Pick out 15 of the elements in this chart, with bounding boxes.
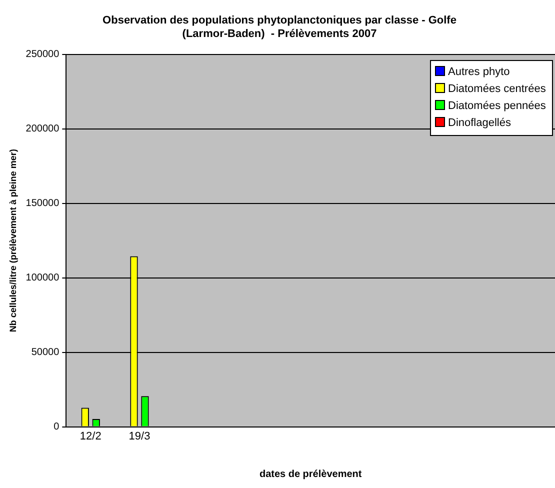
x-axis-title: dates de prélèvement: [259, 468, 362, 480]
legend-label: Dinoflagellés: [447, 116, 512, 132]
legend-label: Autres phyto: [447, 65, 511, 80]
x-tick-label: 19/3: [128, 430, 150, 442]
y-tick-label: 0: [54, 422, 60, 433]
y-tick-label: 200000: [26, 124, 60, 135]
y-axis-title: Nb cellules/litre (prélèvement à pleine mer): [8, 149, 18, 332]
y-tick-label: 100000: [26, 272, 60, 284]
y-tick-label: 250000: [26, 49, 60, 60]
legend-label: Diatomées pennées: [447, 99, 546, 114]
chart-title: Observation des populations phytoplanctoniques par classe - Golfe (Larmor-Baden) - Prélèvements 2007: [102, 14, 456, 40]
legend-label: Diatomées centrées: [447, 82, 546, 98]
y-tick-label: 50000: [31, 347, 60, 358]
y-tick-label: 150000: [26, 198, 60, 210]
x-tick-label: 12/2: [80, 430, 102, 442]
